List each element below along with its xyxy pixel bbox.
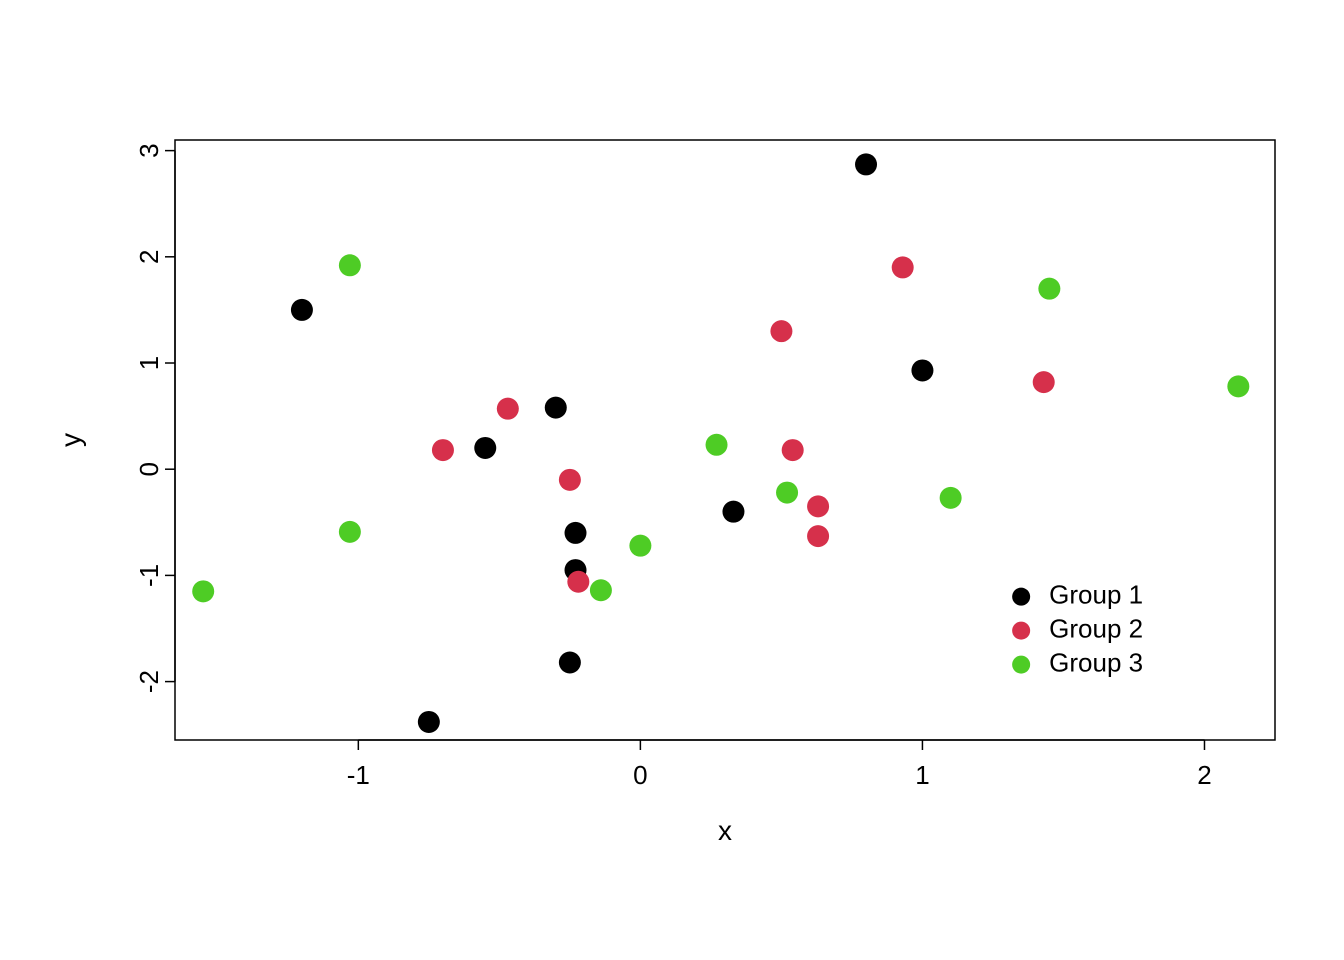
data-point [559,469,581,491]
data-point [474,437,496,459]
data-point [776,482,798,504]
data-point [565,522,587,544]
data-point [545,397,567,419]
y-tick-label: 0 [134,462,164,476]
y-tick-label: 1 [134,356,164,370]
data-point [807,495,829,517]
y-axis-label: y [55,433,86,447]
y-tick-label: 3 [134,143,164,157]
data-point [629,535,651,557]
data-point [567,571,589,593]
x-tick-label: 0 [633,760,647,790]
data-point [497,398,519,420]
data-point [339,254,361,276]
data-point [892,256,914,278]
data-point [807,525,829,547]
legend-marker [1012,656,1030,674]
data-point [1227,375,1249,397]
data-point [782,439,804,461]
data-point [1038,278,1060,300]
legend-marker [1012,588,1030,606]
data-point [1033,371,1055,393]
data-point [940,487,962,509]
data-point [911,359,933,381]
data-point [722,501,744,523]
data-point [706,434,728,456]
chart-svg: -1 0 1 2 -2 -1 0 1 2 3 x y Group 1Group 2 Group 3 [0,0,1344,960]
data-point [855,153,877,175]
legend-label: Group 3 [1049,647,1143,677]
x-tick-label: -1 [347,760,370,790]
y-tick-label: -2 [134,670,164,693]
data-point [192,580,214,602]
x-tick-label: 1 [915,760,929,790]
x-tick-label: 2 [1197,760,1211,790]
legend-label: Group 2 [1049,613,1143,643]
y-tick-label: -1 [134,564,164,587]
data-point [418,711,440,733]
legend-label: Group 1 [1049,580,1143,610]
y-tick-label: 2 [134,250,164,264]
data-point [770,320,792,342]
data-point [432,439,454,461]
data-point [339,521,361,543]
data-point [559,651,581,673]
data-point [590,579,612,601]
scatter-chart: -1 0 1 2 -2 -1 0 1 2 3 x y Group 1Group 2 Group 3 [0,0,1344,960]
x-axis-label: x [718,815,732,846]
data-point [291,299,313,321]
legend-marker [1012,622,1030,640]
